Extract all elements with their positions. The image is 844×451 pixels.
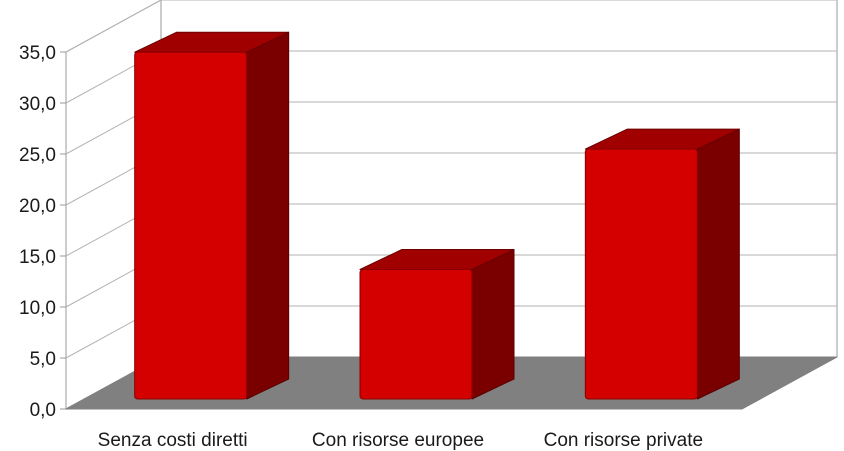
x-category-label: Con risorse private: [544, 430, 703, 451]
bar-side-face: [696, 128, 740, 400]
bar-front-face: [359, 268, 473, 400]
gridline-side: [65, 0, 162, 53]
x-category-label: Con risorse europee: [312, 430, 484, 451]
x-category-label: Senza costi diretti: [98, 430, 248, 451]
y-tick-label: 10,0: [19, 298, 56, 319]
y-tick-label: 5,0: [30, 349, 56, 370]
y-tick-label: 35,0: [19, 43, 56, 64]
bars: [134, 31, 740, 400]
y-tick-label: 0,0: [30, 400, 56, 421]
y-tick-label: 15,0: [19, 247, 56, 268]
bar-front-face: [134, 51, 248, 400]
bar-3: [584, 128, 740, 400]
x-axis-category-labels: Senza costi diretti Con risorse europee Co…: [98, 430, 703, 451]
y-tick-label: 30,0: [19, 94, 56, 115]
y-tick-label: 20,0: [19, 196, 56, 217]
bar-side-face: [246, 31, 290, 400]
bar-2: [359, 248, 515, 400]
bar-1: [134, 31, 290, 400]
y-axis-tick-labels: 0,0 5,0 10,0 15,0 20,0 25,0 30,0 35,0: [19, 43, 56, 421]
bar-side-face: [471, 248, 515, 400]
bar-front-face: [584, 148, 698, 400]
y-tick-label: 25,0: [19, 145, 56, 166]
